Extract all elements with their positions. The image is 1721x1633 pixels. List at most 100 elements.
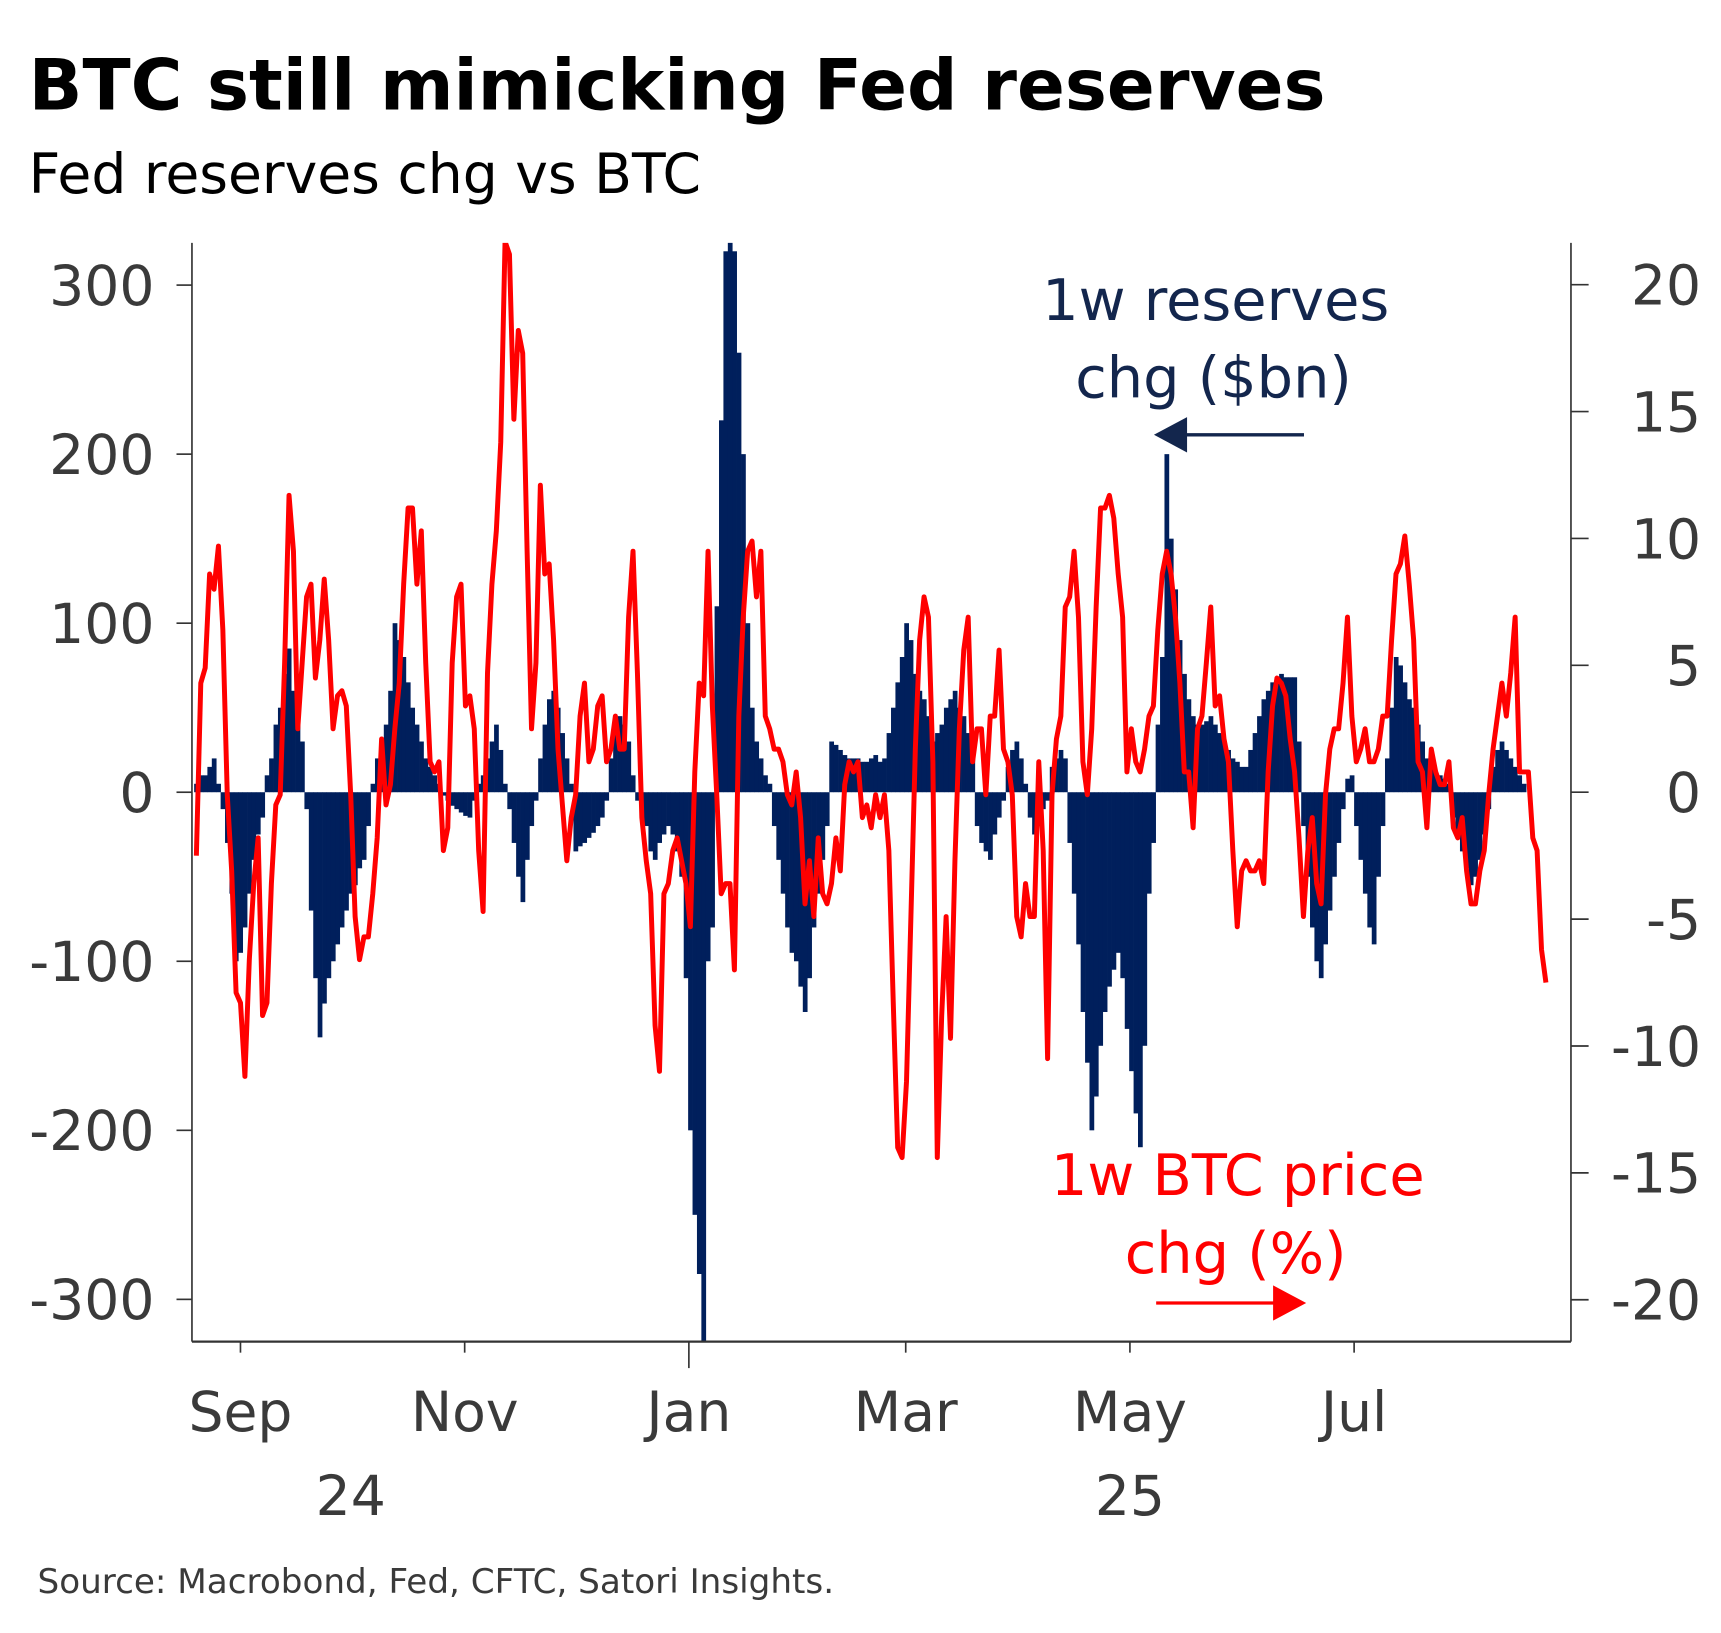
reserves-bar xyxy=(370,783,376,793)
reserves-bar xyxy=(1371,792,1377,945)
reserves-bar xyxy=(948,699,954,793)
reserves-bar xyxy=(701,792,707,1342)
left-tick-label: -300 xyxy=(29,1269,154,1333)
reserves-bar xyxy=(1067,792,1073,843)
reserves-bar xyxy=(1354,792,1359,827)
reserves-bar xyxy=(617,716,623,793)
reserves-bar xyxy=(1129,792,1134,1072)
right-tick-label: -20 xyxy=(1611,1270,1701,1334)
reserves-bar xyxy=(1499,741,1505,793)
btc-annotation-line1: 1w BTC price xyxy=(1051,1142,1425,1209)
reserves-bar xyxy=(427,766,433,793)
reserves-bar xyxy=(666,792,671,827)
x-axis-ticks: Sep Nov Jan Mar May Jul 24 25 xyxy=(188,1341,1387,1529)
reserves-bar xyxy=(269,758,274,793)
reserves-bar xyxy=(1102,792,1108,1012)
reserves-bar xyxy=(621,724,627,793)
reserves-bar xyxy=(626,741,632,793)
reserves-bar xyxy=(1292,677,1298,793)
reserves-bar xyxy=(1257,716,1262,793)
reserves-bar xyxy=(833,744,839,793)
reserves-bar xyxy=(560,733,565,793)
reserves-bar xyxy=(432,775,438,793)
reserves-bar xyxy=(1464,792,1470,869)
reserves-bar xyxy=(952,690,958,793)
reserves-bar xyxy=(1124,792,1130,1029)
reserves-bar xyxy=(648,792,654,852)
reserves-bar xyxy=(1186,699,1192,793)
reserves-bar xyxy=(308,792,314,911)
reserves-bar xyxy=(313,792,318,979)
reserves-bar xyxy=(211,758,217,793)
reserves-bar xyxy=(569,783,574,793)
reserves-bar xyxy=(1512,766,1518,793)
reserves-bar xyxy=(1508,758,1514,793)
right-tick-label: 0 xyxy=(1666,762,1701,826)
reserves-bar xyxy=(498,749,504,793)
right-tick-label: -15 xyxy=(1611,1143,1701,1207)
reserves-bar xyxy=(1433,771,1439,793)
x-tick-label: Jan xyxy=(643,1381,731,1445)
reserves-bar xyxy=(1332,792,1337,877)
reserves-bar xyxy=(882,758,887,793)
reserves-bar xyxy=(785,792,790,928)
reserves-bar xyxy=(339,792,345,928)
right-tick-label: -10 xyxy=(1611,1016,1701,1080)
reserves-bar xyxy=(202,775,208,793)
reserves-bar xyxy=(1098,792,1104,1046)
reserves-bar xyxy=(1089,792,1095,1131)
right-tick-label: 20 xyxy=(1631,255,1701,319)
reserves-bar xyxy=(524,792,530,860)
reserves-bar xyxy=(1521,783,1527,793)
reserves-bar xyxy=(877,761,883,793)
reserves-bar xyxy=(776,792,782,860)
reserves-bar xyxy=(233,792,239,962)
reserves-bar xyxy=(414,724,420,793)
x-tick-label: Nov xyxy=(411,1381,519,1445)
reserves-bar xyxy=(357,792,363,869)
reserves-bar xyxy=(1212,724,1218,793)
reserves-bar xyxy=(1398,665,1403,793)
reserves-bar xyxy=(705,792,711,962)
left-axis-ticks: 300 200 100 0 -100 -200 -300 xyxy=(29,255,192,1333)
reserves-bar xyxy=(1023,783,1029,793)
reserves-bar xyxy=(926,716,932,793)
reserves-bar xyxy=(300,741,305,793)
left-tick-label: -100 xyxy=(29,931,154,995)
reserves-bar xyxy=(352,792,358,886)
btc-line-group xyxy=(193,242,1549,1161)
reserves-bar xyxy=(1168,538,1174,793)
reserves-bar xyxy=(322,792,327,1004)
reserves-bar xyxy=(1115,792,1121,953)
reserves-bar xyxy=(582,792,588,843)
reserves-bar xyxy=(533,792,539,801)
reserves-bar xyxy=(829,741,835,793)
reserves-bar xyxy=(489,741,495,793)
reserves-bar xyxy=(1230,758,1236,793)
reserves-bar xyxy=(1160,656,1165,793)
reserves-bar xyxy=(1310,792,1315,928)
x-tick-label: May xyxy=(1073,1381,1187,1445)
reserves-bar xyxy=(1274,677,1280,793)
reserves-bar xyxy=(1080,792,1086,1012)
reserves-bar xyxy=(688,792,693,1131)
reserves-bar xyxy=(511,792,517,843)
reserves-bar xyxy=(1155,724,1161,793)
reserves-bar xyxy=(1248,749,1254,793)
reserves-bar xyxy=(965,733,971,793)
right-tick-label: 15 xyxy=(1631,381,1701,445)
reserves-bar xyxy=(935,733,940,793)
reserves-bar xyxy=(745,623,751,793)
reserves-bar xyxy=(335,792,341,945)
right-axis-ticks: 20 15 10 5 0 -5 -10 -15 -20 xyxy=(1570,255,1701,1334)
reserves-bar xyxy=(577,792,583,847)
reserves-bar xyxy=(260,792,266,818)
reserves-bar xyxy=(291,690,296,793)
reserves-bar xyxy=(838,749,843,793)
reserves-bar xyxy=(1495,749,1500,793)
reserves-bar xyxy=(1411,707,1417,793)
reserves-bar xyxy=(723,251,729,793)
reserves-bar xyxy=(1301,792,1306,827)
reserves-bar xyxy=(1239,766,1245,793)
reserves-bar xyxy=(1336,792,1342,843)
